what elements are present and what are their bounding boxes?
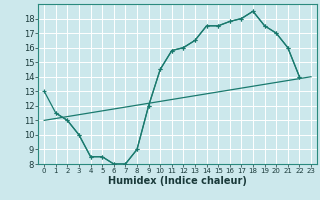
- X-axis label: Humidex (Indice chaleur): Humidex (Indice chaleur): [108, 176, 247, 186]
